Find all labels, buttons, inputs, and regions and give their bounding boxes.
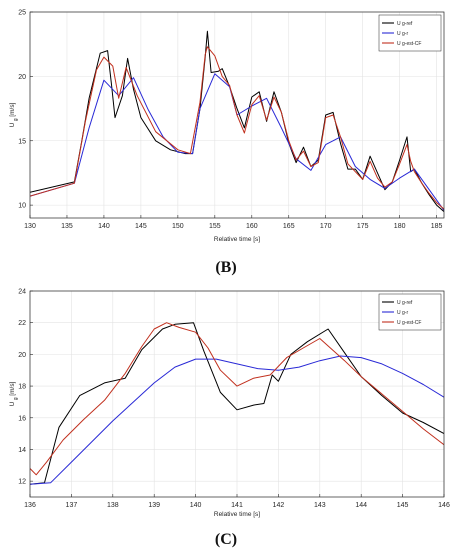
legend: U g-ref U g-r U g-est-CF (378, 14, 442, 52)
x-tick-label: 165 (283, 223, 295, 230)
x-tick-label: 146 (438, 502, 450, 509)
legend-label-0: U g-ref (397, 300, 413, 306)
x-tick-label: 135 (61, 223, 73, 230)
x-tick-label: 130 (24, 223, 36, 230)
y-tick-label: 16 (18, 415, 26, 422)
series-line-2 (30, 46, 444, 210)
y-tick-label: 15 (18, 138, 26, 145)
x-tick-label: 136 (24, 502, 36, 509)
x-tick-label: 140 (98, 223, 110, 230)
legend: U g-ref U g-r U g-est-CF (378, 293, 442, 331)
x-tick-label: 155 (209, 223, 221, 230)
x-tick-label: 138 (107, 502, 119, 509)
x-axis-label: Relative time [s] (214, 236, 260, 243)
x-tick-label: 185 (431, 223, 443, 230)
x-tick-label: 144 (355, 502, 367, 509)
y-tick-label: 14 (18, 447, 26, 454)
y-axis-label: U g [m/s] (9, 102, 19, 127)
x-tick-label: 160 (246, 223, 258, 230)
legend-label-2: U g-est-CF (397, 41, 421, 47)
y-tick-label: 25 (18, 10, 26, 17)
x-tick-label: 142 (273, 502, 285, 509)
x-tick-label: 141 (231, 502, 243, 509)
x-tick-label: 145 (135, 223, 147, 230)
x-tick-label: 139 (148, 502, 160, 509)
chart-panel-0: 130 135 140 145 150 155 160 165 170 175 180 185 10 15… (9, 10, 445, 276)
legend-label-1: U g-r (397, 31, 408, 37)
y-tick-label: 10 (18, 203, 26, 210)
x-tick-label: 143 (314, 502, 326, 509)
y-tick-label: 20 (18, 352, 26, 359)
y-tick-label: 12 (18, 479, 26, 486)
series-line-1 (30, 355, 444, 485)
chart-panel-1: 136 137 138 139 140 141 142 143 144 145 146 12 14 16 1… (9, 289, 450, 549)
legend-label-0: U g-ref (397, 21, 413, 27)
axes-box (29, 11, 445, 219)
panel-label: (B) (215, 259, 236, 276)
y-tick-label: 18 (18, 384, 26, 391)
series-line-2 (30, 322, 444, 476)
y-axis-label: U g [m/s] (9, 381, 19, 406)
series-group (30, 30, 444, 212)
series-line-0 (30, 322, 444, 485)
x-tick-label: 137 (66, 502, 78, 509)
x-tick-label: 170 (320, 223, 332, 230)
y-tick-label: 24 (18, 289, 26, 296)
legend-label-2: U g-est-CF (397, 320, 421, 326)
x-tick-label: 175 (357, 223, 369, 230)
panel-label: (C) (215, 531, 237, 548)
y-tick-label: 20 (18, 74, 26, 81)
x-tick-label: 145 (397, 502, 409, 509)
y-tick-label: 22 (18, 320, 26, 327)
x-tick-label: 150 (172, 223, 184, 230)
series-line-1 (30, 73, 444, 211)
x-axis-label: Relative time [s] (214, 511, 260, 518)
x-tick-label: 180 (394, 223, 406, 230)
x-tick-label: 140 (190, 502, 202, 509)
series-group (30, 322, 444, 485)
legend-label-1: U g-r (397, 310, 408, 316)
